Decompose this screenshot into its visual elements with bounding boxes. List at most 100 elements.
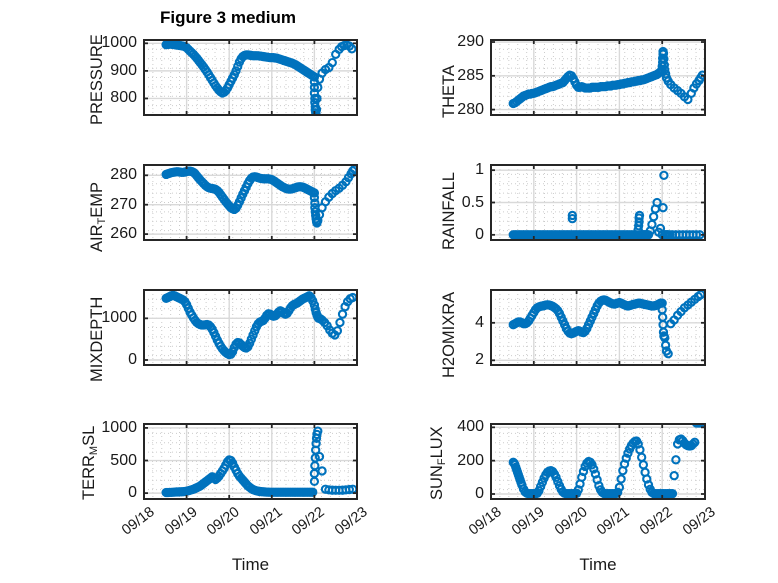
data-point <box>638 299 649 309</box>
data-point <box>310 102 320 112</box>
data-point <box>171 167 182 177</box>
data-point <box>310 304 320 314</box>
data-point <box>529 489 539 499</box>
data-point <box>234 197 245 207</box>
data-point <box>306 292 316 303</box>
data-point <box>536 86 546 96</box>
data-point <box>268 487 279 497</box>
data-point <box>525 89 536 99</box>
plot-background <box>491 165 705 240</box>
data-point <box>669 83 679 93</box>
data-point <box>665 230 675 240</box>
data-point <box>282 487 292 497</box>
data-point <box>309 188 320 198</box>
data-point <box>243 50 253 60</box>
data-point <box>609 80 619 90</box>
data-point <box>248 330 258 340</box>
data-point <box>697 70 706 80</box>
data-point <box>207 75 217 85</box>
data-point <box>657 298 667 308</box>
data-point <box>173 292 183 303</box>
data-point <box>219 87 229 98</box>
data-point <box>164 39 175 49</box>
data-series-sunflux <box>508 423 706 499</box>
data-point <box>561 73 571 84</box>
data-point <box>277 307 287 317</box>
data-point <box>621 453 631 463</box>
data-point <box>311 108 321 116</box>
data-point <box>539 84 549 94</box>
data-point <box>188 167 199 178</box>
xlabel-terrmsl: Time <box>231 555 270 574</box>
data-point <box>309 82 320 93</box>
data-series-airtemp <box>161 164 358 228</box>
data-point <box>315 314 326 324</box>
data-point <box>287 301 297 311</box>
data-point <box>299 65 309 75</box>
data-point <box>163 169 173 179</box>
data-point <box>639 230 649 240</box>
tick-marks <box>490 424 706 499</box>
data-point <box>510 98 520 108</box>
data-point <box>658 49 668 59</box>
data-point <box>541 84 551 94</box>
data-point <box>279 308 289 318</box>
data-point <box>253 319 263 329</box>
data-point <box>183 44 193 55</box>
data-point <box>609 489 619 499</box>
data-point <box>684 230 695 240</box>
data-point <box>695 230 705 240</box>
data-point <box>214 187 224 197</box>
data-point <box>541 300 551 310</box>
data-point <box>601 230 611 240</box>
data-point <box>282 184 292 194</box>
data-point <box>592 301 602 311</box>
data-point <box>589 230 599 240</box>
data-point <box>642 73 652 84</box>
data-point <box>185 166 195 176</box>
data-point <box>250 51 260 61</box>
data-point <box>611 80 621 90</box>
data-point <box>198 320 209 330</box>
data-point <box>272 487 282 497</box>
data-point <box>625 230 635 240</box>
data-point <box>314 313 324 323</box>
data-point <box>648 301 659 311</box>
data-point <box>599 295 609 305</box>
data-point <box>243 178 253 189</box>
data-point <box>273 307 284 317</box>
data-point <box>631 436 642 446</box>
data-point <box>275 487 285 497</box>
data-point <box>633 298 643 308</box>
data-point <box>561 489 571 499</box>
data-point <box>683 441 693 451</box>
data-point <box>621 78 631 88</box>
data-point <box>260 487 270 497</box>
data-point <box>672 310 683 320</box>
data-point <box>676 306 686 317</box>
data-point <box>571 230 582 240</box>
data-point <box>619 459 630 469</box>
data-point <box>614 79 625 90</box>
data-point <box>304 487 314 497</box>
data-point <box>248 484 258 495</box>
axes-sunflux <box>490 423 706 500</box>
data-point <box>556 230 566 240</box>
data-point <box>658 46 668 57</box>
data-point <box>609 299 619 309</box>
data-point <box>643 73 654 83</box>
data-point <box>606 298 616 308</box>
tick-marks <box>143 290 358 365</box>
data-point <box>597 230 607 240</box>
data-point <box>513 95 524 105</box>
data-point <box>209 327 219 338</box>
data-point <box>221 347 231 358</box>
data-point <box>170 291 180 301</box>
data-point <box>530 88 541 98</box>
data-point <box>188 313 199 323</box>
data-point <box>570 77 580 87</box>
data-point <box>652 489 662 499</box>
data-point <box>601 81 611 92</box>
